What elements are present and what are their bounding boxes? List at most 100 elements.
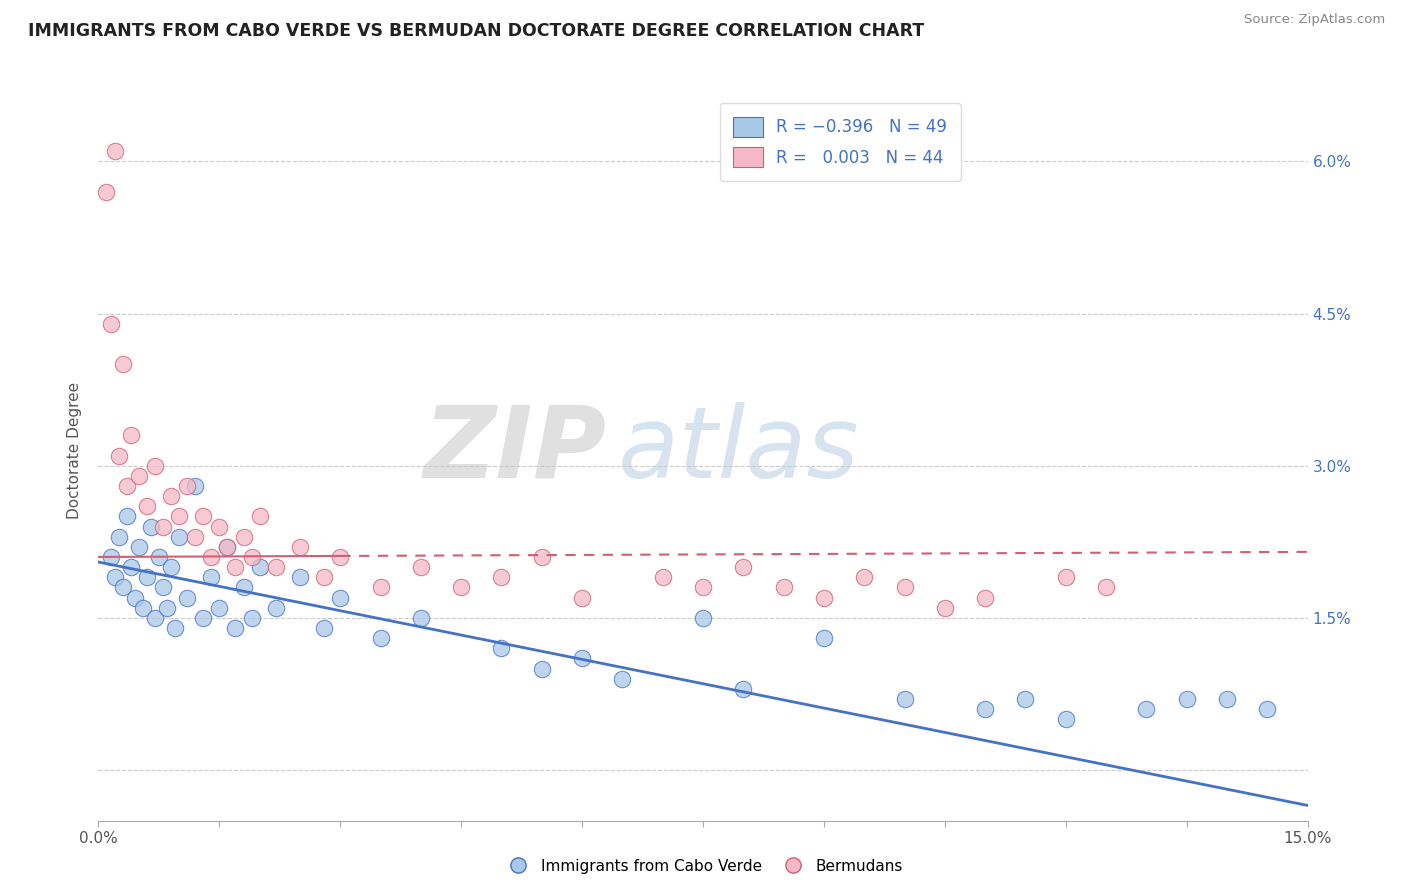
- Point: [163, 621, 186, 635]
- Text: ZIP: ZIP: [423, 402, 606, 499]
- Point: [1216, 692, 1239, 706]
- Point: [934, 600, 956, 615]
- Text: Source: ZipAtlas.com: Source: ZipAtlas.com: [1244, 13, 1385, 27]
- Point: [314, 570, 336, 584]
- Point: [184, 530, 207, 544]
- Point: [491, 641, 513, 656]
- Point: [240, 549, 263, 564]
- Point: [208, 519, 231, 533]
- Point: [128, 468, 150, 483]
- Point: [143, 458, 166, 473]
- Point: [193, 611, 215, 625]
- Point: [329, 549, 352, 564]
- Point: [107, 530, 129, 544]
- Point: [772, 580, 794, 594]
- Point: [370, 580, 392, 594]
- Point: [571, 651, 593, 665]
- Point: [224, 560, 246, 574]
- Point: [128, 540, 150, 554]
- Point: [167, 509, 190, 524]
- Point: [491, 570, 513, 584]
- Point: [288, 540, 311, 554]
- Point: [152, 580, 174, 594]
- Point: [232, 530, 254, 544]
- Point: [100, 549, 122, 564]
- Point: [107, 449, 129, 463]
- Point: [103, 145, 125, 159]
- Point: [692, 580, 714, 594]
- Legend: Immigrants from Cabo Verde, Bermudans: Immigrants from Cabo Verde, Bermudans: [496, 853, 910, 880]
- Legend: R = −0.396   N = 49, R =   0.003   N = 44: R = −0.396 N = 49, R = 0.003 N = 44: [720, 103, 960, 181]
- Point: [692, 611, 714, 625]
- Point: [530, 549, 553, 564]
- Point: [651, 570, 673, 584]
- Point: [249, 509, 271, 524]
- Point: [176, 591, 198, 605]
- Point: [232, 580, 254, 594]
- Point: [115, 509, 138, 524]
- Point: [249, 560, 271, 574]
- Point: [132, 600, 155, 615]
- Point: [120, 560, 142, 574]
- Point: [193, 509, 215, 524]
- Point: [96, 185, 118, 199]
- Point: [152, 519, 174, 533]
- Point: [530, 661, 553, 675]
- Point: [1135, 702, 1157, 716]
- Point: [813, 631, 835, 645]
- Point: [143, 611, 166, 625]
- Point: [217, 540, 239, 554]
- Point: [200, 570, 222, 584]
- Point: [612, 672, 634, 686]
- Point: [115, 479, 138, 493]
- Point: [409, 611, 432, 625]
- Point: [240, 611, 263, 625]
- Point: [160, 560, 183, 574]
- Point: [1014, 692, 1036, 706]
- Point: [111, 357, 134, 371]
- Point: [167, 530, 190, 544]
- Point: [135, 500, 157, 514]
- Point: [156, 600, 179, 615]
- Point: [100, 317, 122, 331]
- Point: [224, 621, 246, 635]
- Point: [135, 570, 157, 584]
- Point: [139, 519, 162, 533]
- Point: [288, 570, 311, 584]
- Point: [124, 591, 146, 605]
- Point: [200, 549, 222, 564]
- Point: [733, 681, 755, 696]
- Point: [264, 600, 287, 615]
- Text: IMMIGRANTS FROM CABO VERDE VS BERMUDAN DOCTORATE DEGREE CORRELATION CHART: IMMIGRANTS FROM CABO VERDE VS BERMUDAN D…: [28, 22, 924, 40]
- Point: [160, 489, 183, 503]
- Point: [370, 631, 392, 645]
- Point: [1175, 692, 1198, 706]
- Point: [1054, 712, 1077, 726]
- Point: [733, 560, 755, 574]
- Text: atlas: atlas: [619, 402, 860, 499]
- Point: [184, 479, 207, 493]
- Point: [208, 600, 231, 615]
- Point: [217, 540, 239, 554]
- Point: [571, 591, 593, 605]
- Point: [813, 591, 835, 605]
- Point: [1095, 580, 1118, 594]
- Point: [176, 479, 198, 493]
- Point: [893, 692, 915, 706]
- Point: [111, 580, 134, 594]
- Point: [148, 549, 170, 564]
- Point: [264, 560, 287, 574]
- Point: [103, 570, 125, 584]
- Point: [974, 591, 997, 605]
- Point: [893, 580, 915, 594]
- Point: [1054, 570, 1077, 584]
- Point: [329, 591, 352, 605]
- Point: [314, 621, 336, 635]
- Point: [1256, 702, 1278, 716]
- Point: [409, 560, 432, 574]
- Point: [974, 702, 997, 716]
- Point: [120, 428, 142, 442]
- Point: [450, 580, 472, 594]
- Y-axis label: Doctorate Degree: Doctorate Degree: [67, 382, 83, 519]
- Point: [853, 570, 876, 584]
